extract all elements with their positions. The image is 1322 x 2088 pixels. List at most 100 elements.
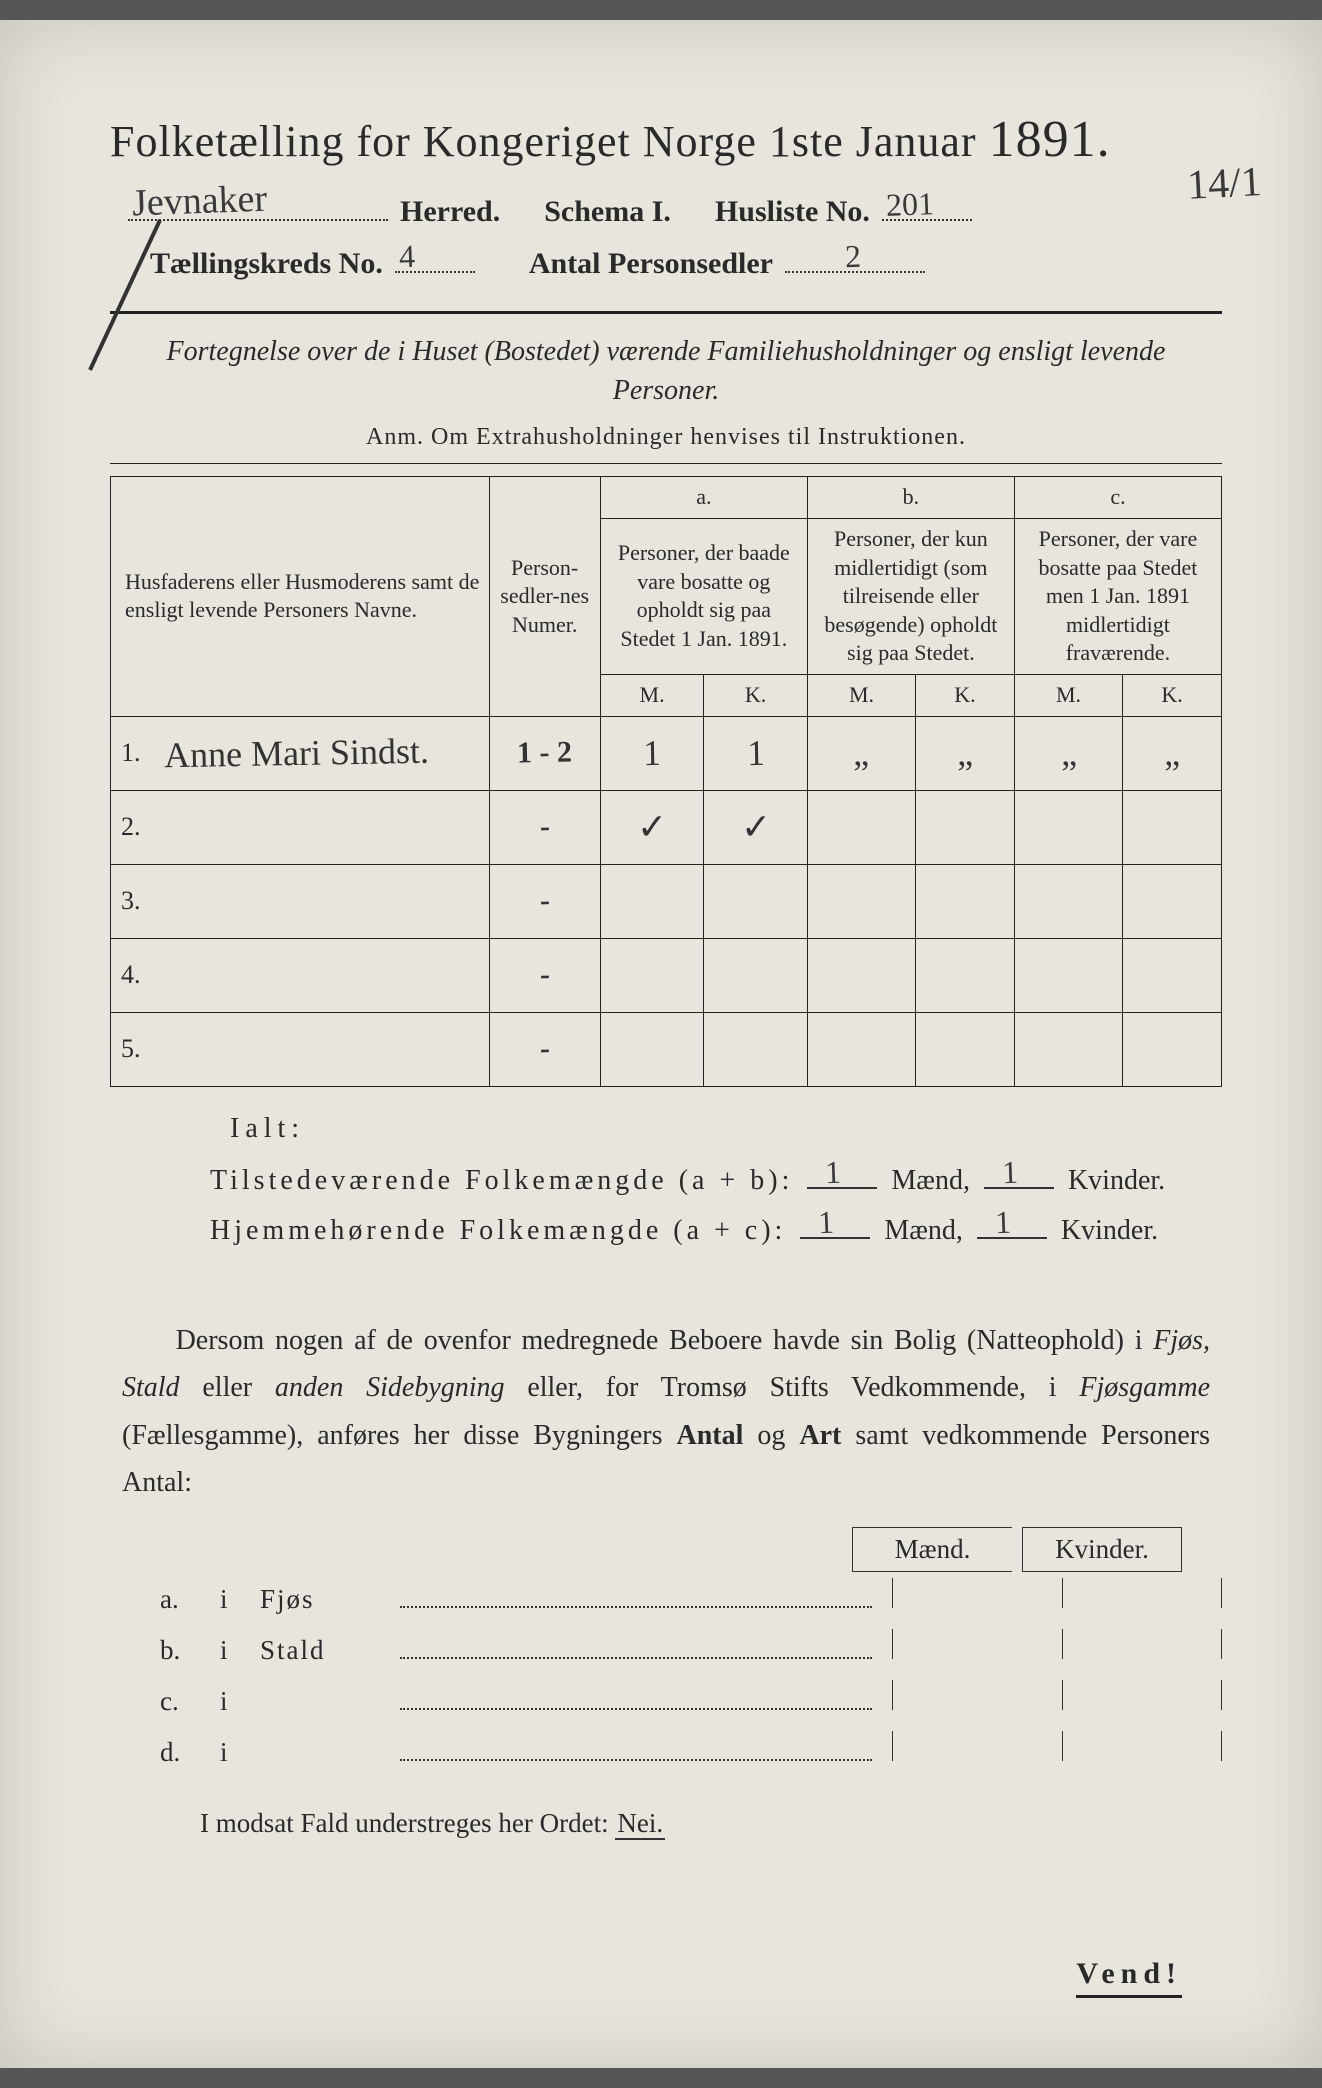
antal-label: Antal Personsedler (529, 247, 773, 281)
row-name (156, 790, 490, 864)
row-ak (704, 1012, 808, 1086)
th-a: Personer, der baade vare bosatte og opho… (600, 518, 807, 674)
herred-field: Jevnaker (128, 187, 388, 221)
ialt-r1-label: Tilstedeværende Folkemængde (a + b): (210, 1165, 793, 1197)
row-am: 1 (600, 716, 704, 790)
abcd-row: c.i (110, 1680, 1222, 1717)
page-title: Folketælling for Kongeriget Norge 1ste J… (110, 110, 1222, 169)
th-cm: M. (1014, 674, 1122, 716)
row-bk (916, 864, 1015, 938)
husliste-handwriting: 201 (885, 185, 934, 224)
row-num: 5. (111, 1012, 156, 1086)
kreds-handwriting: 4 (398, 238, 415, 276)
abcd-row: b.iStald (110, 1629, 1222, 1666)
vend-label: Vend! (1076, 1957, 1182, 1998)
row-num: 2. (111, 790, 156, 864)
antal-field: 2 (785, 239, 925, 273)
ialt-row-1: Tilstedeværende Folkemængde (a + b): 1 M… (210, 1159, 1222, 1197)
row-bk (916, 938, 1015, 1012)
row-personnum: - (489, 864, 600, 938)
row-cm: „ (1014, 716, 1122, 790)
marginal-number: 14/1 (1186, 158, 1263, 210)
title-year: 1891. (989, 111, 1111, 168)
row-cm (1014, 864, 1122, 938)
row-am: ✓ (600, 790, 704, 864)
th-bm: M. (807, 674, 915, 716)
row-ck (1123, 864, 1222, 938)
th-a-hdr: a. (600, 477, 807, 519)
row-bm (807, 1012, 915, 1086)
row-bk (916, 1012, 1015, 1086)
row-num: 3. (111, 864, 156, 938)
row-ck (1123, 1012, 1222, 1086)
table-row: 4. - (111, 938, 1222, 1012)
main-table: Husfaderens eller Husmoderens samt de en… (110, 476, 1222, 1086)
row-num: 4. (111, 938, 156, 1012)
abcd-hdr-k: Kvinder. (1022, 1527, 1182, 1572)
row-bk: „ (916, 716, 1015, 790)
th-b: Personer, der kun midlertidigt (som tilr… (807, 518, 1014, 674)
intro-annotation: Anm. Om Extrahusholdninger henvises til … (110, 424, 1222, 451)
paragraph: Dersom nogen af de ovenfor medregnede Be… (110, 1317, 1222, 1507)
row-cm (1014, 1012, 1122, 1086)
row-ck: „ (1123, 716, 1222, 790)
ialt-row-2: Hjemmehørende Folkemængde (a + c): 1 Mæn… (210, 1209, 1222, 1247)
th-c-hdr: c. (1014, 477, 1221, 519)
th-ak: K. (704, 674, 808, 716)
herred-handwriting: Jevnaker (131, 177, 268, 226)
nei-word: Nei. (615, 1808, 665, 1840)
row-personnum: - (489, 790, 600, 864)
ialt-r2m-field: 1 (800, 1209, 870, 1239)
kreds-label: Tællingskreds No. (150, 247, 383, 281)
intro-italic: Fortegnelse over de i Huset (Bostedet) v… (150, 332, 1182, 410)
totals-block: Ialt: Tilstedeværende Folkemængde (a + b… (110, 1113, 1222, 1247)
row-am (600, 938, 704, 1012)
census-form-page: Folketælling for Kongeriget Norge 1ste J… (0, 20, 1322, 2068)
row-ak: ✓ (704, 790, 808, 864)
row-ck (1123, 938, 1222, 1012)
table-row: 3. - (111, 864, 1222, 938)
schema-label: Schema I. (544, 195, 671, 229)
row-cm (1014, 790, 1122, 864)
nei-line: I modsat Fald understreges her Ordet: Ne… (110, 1808, 1222, 1839)
kreds-field: 4 (395, 239, 475, 273)
ialt-r2-label: Hjemmehørende Folkemængde (a + c): (210, 1215, 786, 1247)
table-row: 5. - (111, 1012, 1222, 1086)
row-bm (807, 938, 915, 1012)
row-bk (916, 790, 1015, 864)
row-personnum: - (489, 1012, 600, 1086)
row-bm (807, 790, 915, 864)
row-num: 1. (111, 716, 156, 790)
th-name: Husfaderens eller Husmoderens samt de en… (111, 477, 490, 716)
ialt-r1k-field: 1 (984, 1159, 1054, 1189)
abcd-header: Mænd. Kvinder. (110, 1527, 1222, 1572)
ialt-r2k-field: 1 (977, 1209, 1047, 1239)
ialt-title: Ialt: (210, 1113, 1222, 1145)
row-personnum: - (489, 938, 600, 1012)
row-bm: „ (807, 716, 915, 790)
row-am (600, 864, 704, 938)
antal-handwriting: 2 (844, 238, 861, 276)
th-b-hdr: b. (807, 477, 1014, 519)
row-ak: 1 (704, 716, 808, 790)
th-ck: K. (1123, 674, 1222, 716)
abcd-block: Mænd. Kvinder. a.iFjøs b.iStald c.i d.i (110, 1527, 1222, 1768)
th-am: M. (600, 674, 704, 716)
row-ak (704, 938, 808, 1012)
husliste-field: 201 (882, 187, 972, 221)
row-personnum: 1 - 2 (489, 716, 600, 790)
abcd-hdr-m: Mænd. (852, 1527, 1012, 1572)
th-num: Person-sedler-nes Numer. (489, 477, 600, 716)
row-name (156, 938, 490, 1012)
row-ak (704, 864, 808, 938)
abcd-row: d.i (110, 1731, 1222, 1768)
divider-thick (110, 311, 1222, 314)
header-row-2: Tællingskreds No. 4 Antal Personsedler 2 (110, 239, 1222, 281)
row-name (156, 1012, 490, 1086)
row-name (156, 864, 490, 938)
row-ck (1123, 790, 1222, 864)
table-row: 2.-✓✓ (111, 790, 1222, 864)
row-name: Anne Mari Sindst. (156, 716, 490, 790)
row-cm (1014, 938, 1122, 1012)
abcd-row: a.iFjøs (110, 1578, 1222, 1615)
